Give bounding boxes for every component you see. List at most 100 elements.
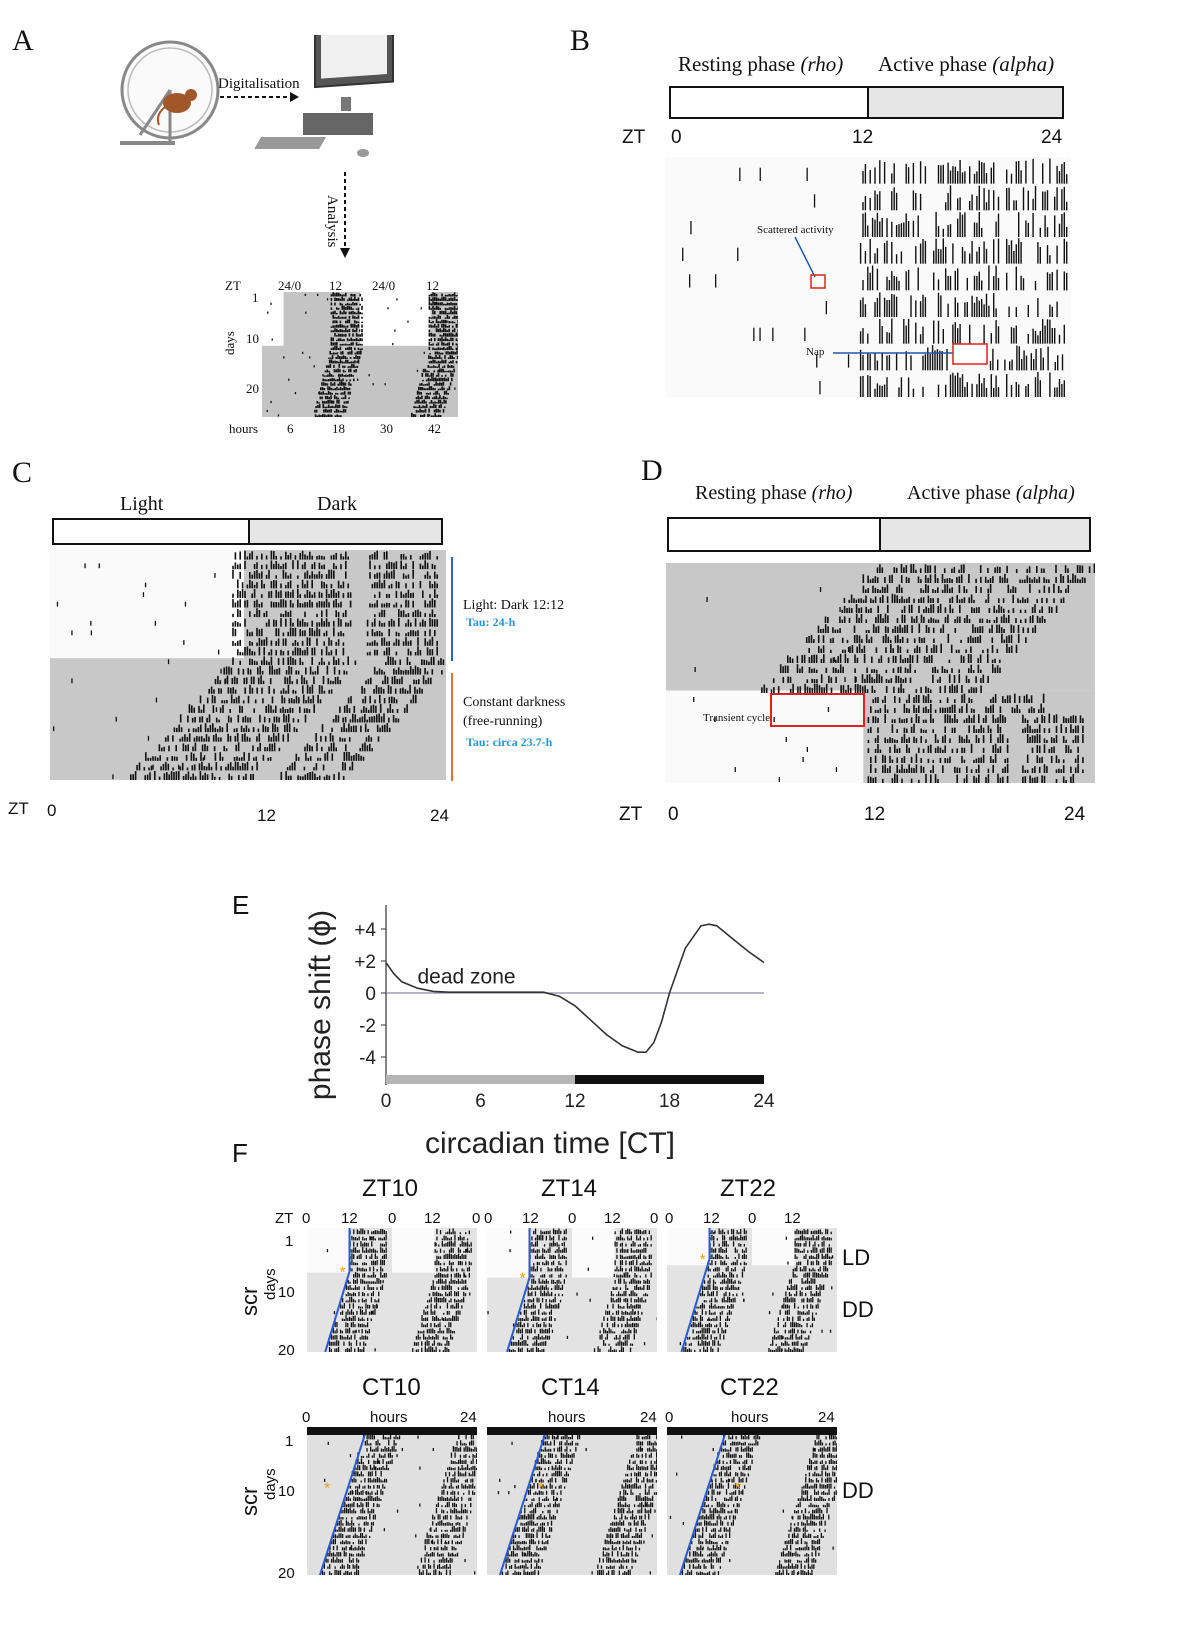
f-zt-tick: 12 — [341, 1210, 358, 1227]
a-zt-tick: 24/0 — [278, 278, 302, 293]
actA-plot — [262, 292, 458, 417]
a-zt-tick: 12 — [329, 278, 342, 293]
d-zt-label: ZT — [619, 804, 643, 825]
actogram-c — [50, 550, 446, 780]
f-days-label: days — [262, 1268, 279, 1300]
b-nap-label: Nap — [806, 346, 825, 358]
e-xtick-label: 0 — [381, 1091, 392, 1112]
f-hours-label: hours — [548, 1409, 586, 1426]
a-x-tick: 42 — [428, 421, 441, 436]
e-ytick-label: +4 — [354, 920, 376, 941]
d-transient-box — [770, 693, 865, 727]
panel-d-label: D — [641, 454, 663, 487]
f-zt-tick: 12 — [784, 1210, 801, 1227]
b-annotation-overlay — [794, 236, 988, 365]
e-ytick-label: 0 — [365, 984, 376, 1005]
panel-f-label: F — [232, 1138, 248, 1168]
f-zt-tick: 0 — [484, 1210, 493, 1227]
d-zt-tick: 0 — [668, 804, 679, 825]
actB-plot — [682, 158, 1068, 397]
a-days-label: days — [222, 331, 237, 355]
e-light-bar — [386, 1075, 575, 1084]
a-y-tick: 1 — [252, 290, 259, 305]
c-zt-tick: 12 — [257, 806, 276, 825]
f-title: ZT22 — [720, 1175, 777, 1202]
actogram-ct22: * — [667, 1427, 837, 1575]
actD-plot — [666, 563, 1095, 783]
f-zt-tick: 0 — [665, 1210, 674, 1227]
f-hours-label: hours — [370, 1409, 408, 1426]
c-phase-bar — [52, 518, 443, 545]
c-zt-label: ZT — [8, 799, 29, 818]
c-ld-text: Light: Dark 12:12 — [463, 598, 565, 613]
f5-plot: * — [667, 1427, 837, 1575]
c-ld-bracket — [451, 557, 453, 661]
f-title: CT22 — [720, 1374, 779, 1401]
f-dd-label: DD — [842, 1478, 874, 1503]
e-prc-curve — [385, 923, 765, 1053]
b-zt-tick: 0 — [671, 127, 682, 148]
e-dead-zone-annotation: dead zone — [418, 965, 516, 988]
f-zt-tick: 12 — [424, 1210, 441, 1227]
d-zt-tick: 24 — [1064, 804, 1086, 825]
a-zt-label: ZT — [225, 278, 241, 293]
phase-response-chart: phase shift (ϕ) circadian time [CT] +4 +2… — [304, 905, 775, 1160]
b-scattered-activity-label: Scattered activity — [757, 224, 834, 236]
wheel-computer-illustration — [120, 35, 394, 157]
d-transient-cycle-label: Transient cycle — [703, 712, 771, 724]
f-hours-tick: 24 — [460, 1409, 477, 1426]
f-hours-label: hours — [731, 1409, 769, 1426]
e-xtick-label: 12 — [564, 1091, 585, 1112]
b-zt-tick: 24 — [1041, 127, 1063, 148]
a-y-tick: 20 — [246, 381, 259, 396]
f-hours-tick: 0 — [665, 1409, 674, 1426]
f-hours-tick: 24 — [818, 1409, 835, 1426]
panel-a-label: A — [12, 24, 34, 57]
c-ld-tau: Tau: 24-h — [466, 615, 516, 629]
a-zt-tick: 12 — [426, 278, 439, 293]
f-zt-label: ZT — [275, 1210, 294, 1227]
panel-e-label: E — [232, 890, 250, 920]
c-dd-text: (free-running) — [463, 714, 543, 729]
e-ytick-label: +2 — [354, 952, 376, 973]
b-phase-bar — [669, 86, 1064, 119]
f-zt-tick: 0 — [472, 1210, 481, 1227]
digitalisation-label: Digitalisation — [218, 76, 300, 92]
actogram-ct14: * — [487, 1427, 657, 1575]
f-y-tick: 20 — [278, 1342, 295, 1359]
f-zt-tick: 0 — [302, 1210, 311, 1227]
f-dd-label: DD — [842, 1297, 874, 1322]
f2-plot: * — [667, 1228, 837, 1352]
actC-plot — [50, 550, 446, 780]
f-title: ZT10 — [362, 1175, 419, 1202]
d-zt-tick: 12 — [864, 804, 886, 825]
c-dd-tau: Tau: circa 23.7-h — [466, 735, 553, 749]
f-zt-tick: 12 — [522, 1210, 539, 1227]
actogram-zt22: * — [667, 1228, 837, 1352]
a-x-tick: 18 — [332, 421, 345, 436]
actogram-zt14: * — [487, 1228, 657, 1352]
e-xlabel: circadian time [CT] — [425, 1127, 675, 1160]
e-ytick-label: -4 — [359, 1048, 376, 1069]
d-phase-bar — [667, 517, 1091, 552]
panel-c-label: C — [12, 456, 33, 489]
f-zt-tick: 12 — [703, 1210, 720, 1227]
f-title: CT10 — [362, 1374, 421, 1401]
c-zt-tick: 24 — [430, 806, 449, 825]
analysis-label: Analysis — [324, 195, 340, 248]
f0-plot: * — [307, 1228, 477, 1352]
f-days-label: days — [262, 1468, 279, 1500]
f-scr-label: scr — [237, 1486, 262, 1516]
a-x-tick: 6 — [287, 421, 294, 436]
e-xtick-label: 24 — [753, 1091, 775, 1112]
a-x-tick: 30 — [380, 421, 393, 436]
f3-plot: * — [307, 1427, 477, 1575]
d-resting-phase-label: Resting phase (rho) — [695, 482, 853, 504]
d-active-phase-label: Active phase (alpha) — [907, 482, 1075, 504]
b-resting-phase-label: Resting phase (rho) — [678, 52, 844, 76]
svg-text:*: * — [520, 1271, 526, 1288]
c-dark-label: Dark — [317, 493, 357, 515]
f-zt-tick: 0 — [650, 1210, 659, 1227]
c-dd-text: Constant darkness — [463, 695, 566, 710]
f4-plot: * — [487, 1427, 657, 1575]
